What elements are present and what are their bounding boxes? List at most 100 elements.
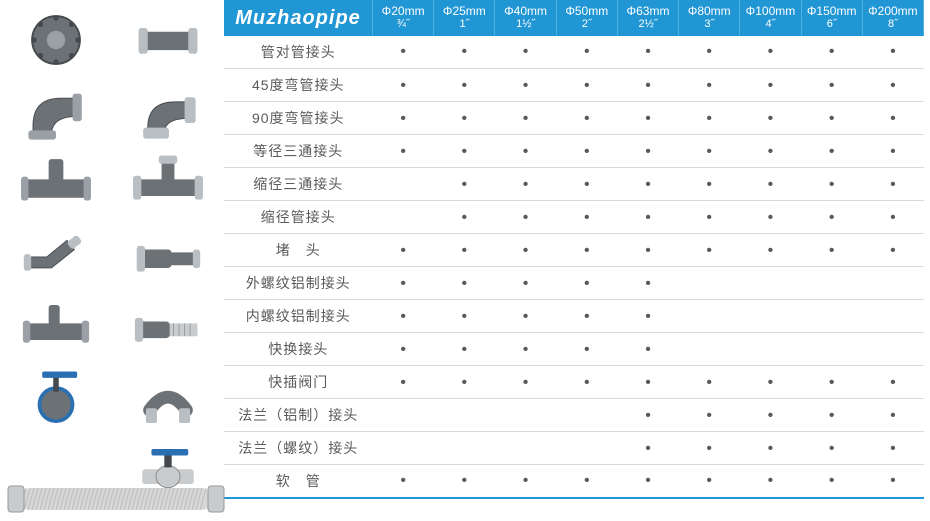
row-name: 内螺纹铝制接头 xyxy=(224,300,373,333)
availability-cell: • xyxy=(862,465,923,498)
availability-cell: • xyxy=(373,234,434,267)
availability-cell: • xyxy=(617,102,678,135)
dot-icon: • xyxy=(829,374,835,391)
availability-cell: • xyxy=(862,399,923,432)
size-mm: Φ200mm xyxy=(865,4,921,18)
availability-cell: • xyxy=(801,366,862,399)
size-mm: Φ100mm xyxy=(742,4,798,18)
dot-icon: • xyxy=(890,242,896,259)
dot-icon: • xyxy=(523,43,529,60)
dot-icon: • xyxy=(829,176,835,193)
dot-icon: • xyxy=(400,341,406,358)
dot-icon: • xyxy=(890,77,896,94)
availability-cell: • xyxy=(679,234,740,267)
availability-cell: • xyxy=(556,168,617,201)
dot-icon: • xyxy=(829,209,835,226)
availability-cell: • xyxy=(740,399,801,432)
dot-icon: • xyxy=(890,209,896,226)
availability-cell: • xyxy=(434,333,495,366)
dot-icon: • xyxy=(706,407,712,424)
availability-cell: • xyxy=(740,201,801,234)
dot-icon: • xyxy=(706,440,712,457)
availability-cell: • xyxy=(801,69,862,102)
dot-icon: • xyxy=(768,242,774,259)
table-header-size: Φ80mm3˝ xyxy=(679,0,740,36)
availability-cell: • xyxy=(373,366,434,399)
dot-icon: • xyxy=(706,143,712,160)
availability-cell: • xyxy=(434,168,495,201)
availability-cell: • xyxy=(679,135,740,168)
availability-cell: • xyxy=(801,36,862,69)
availability-cell: • xyxy=(862,69,923,102)
availability-cell: • xyxy=(556,333,617,366)
availability-cell xyxy=(434,432,495,465)
row-name: 缩径三通接头 xyxy=(224,168,373,201)
product-thumb-coupling xyxy=(122,6,214,74)
dot-icon: • xyxy=(645,275,651,292)
availability-cell: • xyxy=(679,432,740,465)
availability-cell: • xyxy=(495,300,556,333)
size-inch: 4˝ xyxy=(742,18,798,31)
dot-icon: • xyxy=(400,472,406,489)
dot-icon: • xyxy=(584,110,590,127)
dot-icon: • xyxy=(706,110,712,127)
dot-icon: • xyxy=(400,43,406,60)
availability-cell xyxy=(740,333,801,366)
dot-icon: • xyxy=(768,110,774,127)
availability-cell xyxy=(801,333,862,366)
dot-icon: • xyxy=(645,374,651,391)
table-row: 缩径管接头•••••••• xyxy=(224,201,924,234)
size-availability-table: MuzhaopipeΦ20mm¾˝Φ25mm1˝Φ40mm1½˝Φ50mm2˝Φ… xyxy=(224,0,924,499)
dot-icon: • xyxy=(829,407,835,424)
availability-cell xyxy=(801,267,862,300)
dot-icon: • xyxy=(462,110,468,127)
dot-icon: • xyxy=(400,143,406,160)
dot-icon: • xyxy=(462,308,468,325)
dot-icon: • xyxy=(584,308,590,325)
size-mm: Φ63mm xyxy=(620,4,676,18)
row-name: 90度弯管接头 xyxy=(224,102,373,135)
availability-cell xyxy=(556,399,617,432)
product-thumb-male-thread xyxy=(122,294,214,362)
dot-icon: • xyxy=(645,43,651,60)
dot-icon: • xyxy=(400,374,406,391)
availability-cell: • xyxy=(801,201,862,234)
availability-cell: • xyxy=(373,69,434,102)
dot-icon: • xyxy=(645,341,651,358)
availability-cell: • xyxy=(495,366,556,399)
dot-icon: • xyxy=(829,143,835,160)
size-mm: Φ25mm xyxy=(436,4,492,18)
dot-icon: • xyxy=(645,440,651,457)
dot-icon: • xyxy=(768,472,774,489)
dot-icon: • xyxy=(523,209,529,226)
product-thumb-saddle-clamp xyxy=(122,366,214,434)
dot-icon: • xyxy=(400,77,406,94)
availability-cell: • xyxy=(434,69,495,102)
availability-cell: • xyxy=(495,333,556,366)
table-row: 软 管••••••••• xyxy=(224,465,924,498)
dot-icon: • xyxy=(523,341,529,358)
dot-icon: • xyxy=(706,209,712,226)
dot-icon: • xyxy=(462,77,468,94)
dot-icon: • xyxy=(890,472,896,489)
availability-cell: • xyxy=(862,168,923,201)
availability-cell: • xyxy=(617,234,678,267)
table-header-size: Φ40mm1½˝ xyxy=(495,0,556,36)
availability-cell: • xyxy=(495,102,556,135)
dot-icon: • xyxy=(706,176,712,193)
availability-cell: • xyxy=(740,234,801,267)
dot-icon: • xyxy=(890,110,896,127)
dot-icon: • xyxy=(768,43,774,60)
dot-icon: • xyxy=(645,77,651,94)
table-header-size: Φ50mm2˝ xyxy=(556,0,617,36)
availability-cell: • xyxy=(679,201,740,234)
availability-cell xyxy=(434,399,495,432)
availability-cell: • xyxy=(740,69,801,102)
availability-cell: • xyxy=(617,69,678,102)
dot-icon: • xyxy=(829,242,835,259)
availability-cell: • xyxy=(801,135,862,168)
availability-cell: • xyxy=(862,201,923,234)
availability-cell: • xyxy=(801,168,862,201)
row-name: 快换接头 xyxy=(224,333,373,366)
availability-cell: • xyxy=(862,135,923,168)
